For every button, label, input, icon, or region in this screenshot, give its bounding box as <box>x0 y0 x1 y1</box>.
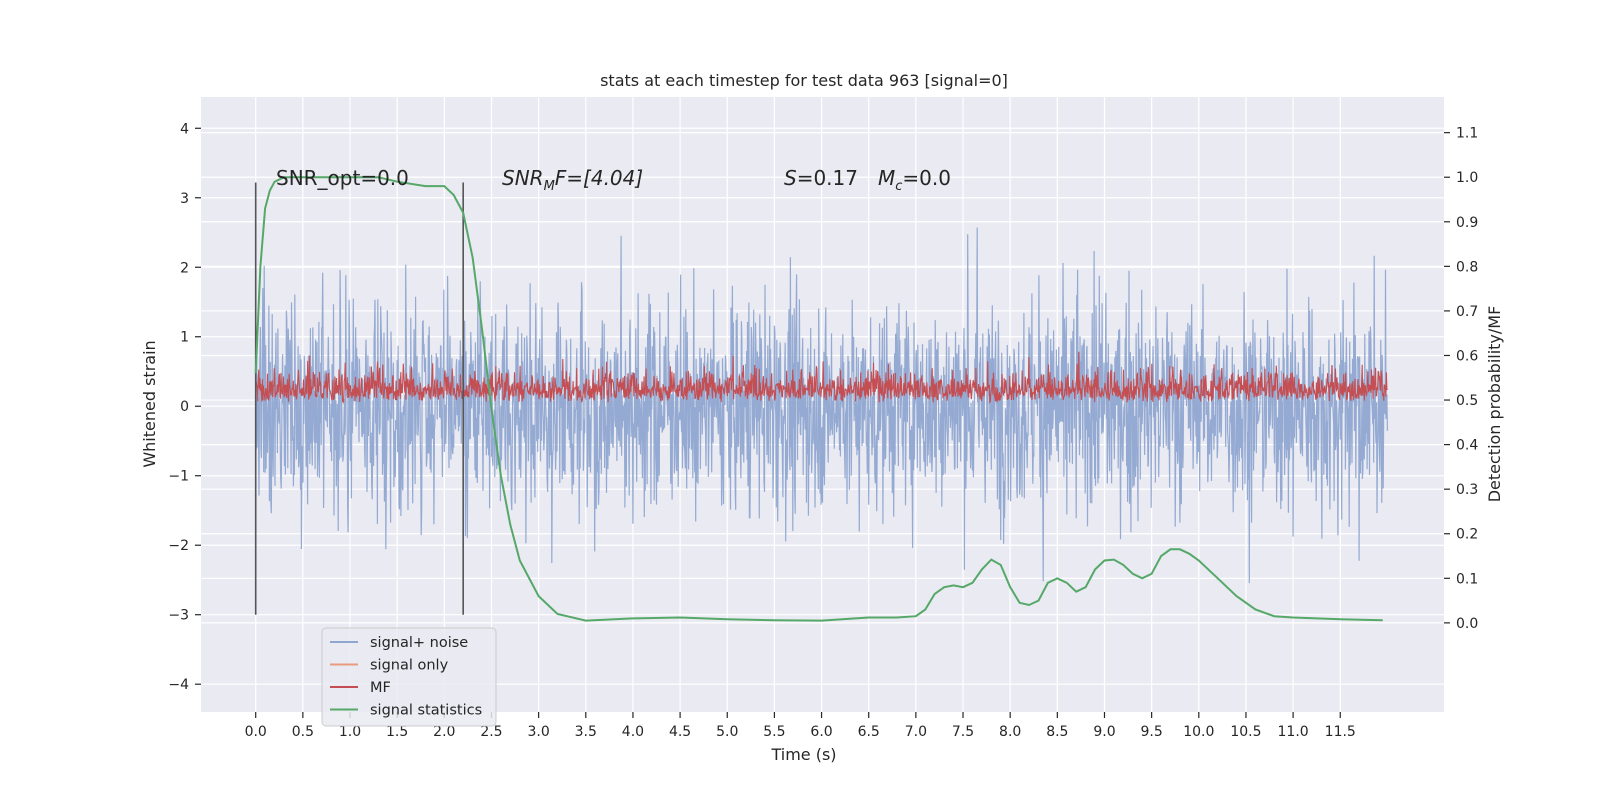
x-tick-label: 9.0 <box>1093 724 1115 740</box>
x-axis-label: Time (s) <box>770 745 836 764</box>
s-symbol: S <box>784 166 797 190</box>
x-tick-label: 0.5 <box>292 724 314 740</box>
legend-label: signal+ noise <box>370 635 468 651</box>
y-tick-label-left: −1 <box>168 469 189 485</box>
y-tick-label-left: 0 <box>180 399 189 415</box>
snr-mf-symbol: SNR <box>502 166 544 190</box>
y-tick-label-right: 0.8 <box>1456 259 1478 275</box>
x-tick-label: 3.0 <box>527 724 549 740</box>
x-tick-label: 2.5 <box>480 724 502 740</box>
snr-mf-subscript: M <box>544 179 555 194</box>
x-tick-label: 5.0 <box>716 724 738 740</box>
series-signal-plus-noise <box>255 227 1388 584</box>
annotation-mc: Mc=0.0 <box>878 166 951 194</box>
x-tick-label: 10.5 <box>1230 724 1261 740</box>
x-tick-label: 6.5 <box>858 724 880 740</box>
legend-label: signal only <box>370 658 449 674</box>
y-tick-label-right: 0.0 <box>1456 616 1478 632</box>
x-tick-label: 4.5 <box>669 724 691 740</box>
mc-symbol: M <box>878 166 895 190</box>
x-tick-label: 7.0 <box>905 724 927 740</box>
y-tick-label-left: 1 <box>180 330 189 346</box>
y-tick-label-left: −2 <box>168 538 189 554</box>
series-mf <box>255 351 1388 405</box>
annotation-s: S=0.17 <box>784 166 858 190</box>
mc-value: =0.0 <box>902 166 951 190</box>
chart-title: stats at each timestep for test data 963… <box>600 71 1008 90</box>
y-tick-label-right: 0.2 <box>1456 527 1478 543</box>
x-tick-label: 3.5 <box>575 724 597 740</box>
y-tick-label-right: 0.1 <box>1456 571 1478 587</box>
y-axis-label-left: Whitened strain <box>140 340 159 467</box>
x-tick-label: 8.0 <box>999 724 1021 740</box>
x-tick-label: 1.5 <box>386 724 408 740</box>
snr-mf-value: F=[4.04] <box>555 166 643 190</box>
annotation-snr-mf: SNRMF=[4.04] <box>502 166 643 194</box>
x-tick-label: 4.0 <box>622 724 644 740</box>
y-tick-label-left: −3 <box>168 608 189 624</box>
y-tick-label-left: 4 <box>180 121 189 137</box>
x-tick-label: 7.5 <box>952 724 974 740</box>
y-tick-label-right: 1.1 <box>1456 126 1478 142</box>
y-axis-label-right: Detection probability/MF <box>1485 306 1504 503</box>
y-tick-label-right: 0.7 <box>1456 304 1478 320</box>
y-tick-label-right: 0.6 <box>1456 348 1478 364</box>
y-tick-label-right: 0.5 <box>1456 393 1478 409</box>
y-tick-label-right: 1.0 <box>1456 170 1478 186</box>
x-tick-label: 6.0 <box>810 724 832 740</box>
x-tick-label: 11.0 <box>1278 724 1309 740</box>
y-tick-label-left: 2 <box>180 260 189 276</box>
y-tick-label-right: 0.4 <box>1456 438 1478 454</box>
y-tick-label-left: −4 <box>168 677 189 693</box>
x-tick-label: 10.0 <box>1183 724 1214 740</box>
y-tick-label-left: 3 <box>180 191 189 207</box>
x-tick-label: 2.0 <box>433 724 455 740</box>
x-tick-label: 0.0 <box>245 724 267 740</box>
annotation-snr-opt: SNR_opt=0.0 <box>276 166 409 190</box>
x-tick-label: 9.5 <box>1141 724 1163 740</box>
x-tick-label: 11.5 <box>1325 724 1356 740</box>
legend-label: MF <box>370 680 391 696</box>
legend: signal+ noise signal only MF signal statist… <box>321 627 497 727</box>
y-tick-label-right: 0.3 <box>1456 482 1478 498</box>
legend-box <box>321 627 497 727</box>
series-signal-statistics <box>254 176 1383 622</box>
s-value: =0.17 <box>797 166 858 190</box>
x-tick-label: 5.5 <box>763 724 785 740</box>
mc-subscript: c <box>895 179 902 194</box>
x-tick-label: 8.5 <box>1046 724 1068 740</box>
y-tick-label-right: 0.9 <box>1456 215 1478 231</box>
legend-label: signal statistics <box>370 703 482 719</box>
x-tick-label: 1.0 <box>339 724 361 740</box>
